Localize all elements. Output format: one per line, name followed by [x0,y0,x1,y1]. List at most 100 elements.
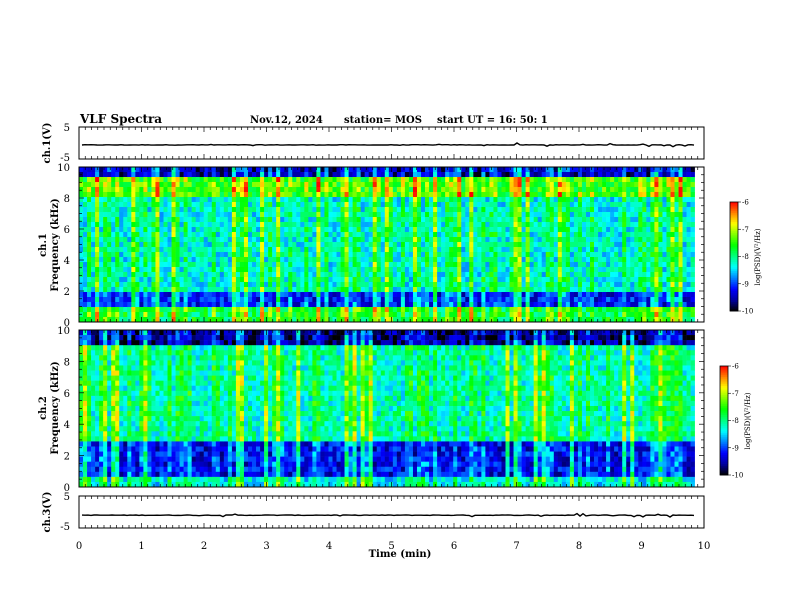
spectrogram-cell [529,207,534,213]
spectrogram-cell [561,202,567,208]
spectrogram-cell [171,252,176,258]
spectrogram-cell [626,242,631,248]
spectrogram-cell [565,282,571,288]
spectrogram-cell [119,302,124,308]
spectrogram-cell [569,182,575,188]
spectrogram-cell [517,202,522,208]
spectrogram-cell [441,207,446,213]
spectrogram-cell [171,247,176,253]
spectrogram-cell [690,192,695,198]
spectrogram-cell [614,207,619,213]
spectrogram-cell [517,217,522,223]
spectrogram-cell [95,282,100,288]
spectrogram-cell [264,177,269,183]
spectrogram-cell [590,287,595,293]
spectrogram-cell [344,262,349,268]
spectrogram-cell [412,217,418,223]
spectrogram-cell [408,167,414,173]
spectrogram-cell [465,307,470,313]
spectrogram-cell [316,312,321,318]
spectrogram-cell [585,307,591,313]
spectrogram-cell [227,287,233,293]
spectrogram-cell [682,252,687,258]
spectrogram-cell [179,257,184,263]
spectrogram-cell [565,302,571,308]
spectrogram-cell [485,217,490,223]
spectrogram-cell [666,252,671,258]
spectrogram-cell [429,302,434,308]
spectrogram-cell [690,177,695,183]
spectrogram-cell [115,307,120,313]
spectrogram-cell [545,197,551,203]
spectrogram-cell [115,252,120,258]
spectrogram-cell [131,247,136,253]
spectrogram-cell [264,267,269,273]
spectrogram-cell [199,312,205,318]
spectrogram-cell [541,262,547,268]
spectrogram-cell [352,272,357,278]
spectrogram-cell [147,222,152,228]
spectrogram-cell [376,292,382,298]
spectrogram-cell [320,292,325,298]
spectrogram-cell [139,227,144,233]
spectrogram-cell [203,232,209,238]
spectrogram-cell [219,167,225,173]
spectrogram-cell [328,217,333,223]
spectrogram-cell [537,257,543,263]
spectrogram-cell [368,222,374,228]
spectrogram-cell [396,187,402,193]
spectrogram-cell [606,182,611,188]
spectrogram-cell [332,177,337,183]
spectrogram-cell [195,262,201,268]
spectrogram-cell [618,217,623,223]
spectrogram-cell [622,262,627,268]
spectrogram-cell [300,202,305,208]
spectrogram-cell [115,237,120,243]
spectrogram-cell [666,232,671,238]
spectrogram-cell [662,317,667,323]
spectrogram-cell [618,197,623,203]
spectrogram-cell [557,252,563,258]
spectrogram-cell [292,177,297,183]
spectrogram-cell [280,192,285,198]
spectrogram-cell [91,267,96,273]
spectrogram-cell [453,262,458,268]
spectrogram-cell [408,192,414,198]
spectrogram-cell [83,287,88,293]
spectrogram-cell [553,232,559,238]
spectrogram-cell [622,212,627,218]
spectrogram-cell [433,212,438,218]
spectrogram-cell [682,237,687,243]
spectrogram-cell [356,212,361,218]
spectrogram-cell [223,207,229,213]
spectrogram-cell [481,192,486,198]
spectrogram-cell [549,182,555,188]
spectrogram-cell [618,272,623,278]
spectrogram-cell [227,197,233,203]
spectrogram-cell [501,222,506,228]
spectrogram-cell [179,232,184,238]
spectrogram-cell [682,282,687,288]
spectrogram-cell [606,292,611,298]
spectrogram-cell [147,232,152,238]
spectrogram-cell [489,262,494,268]
spectrogram-cell [408,297,414,303]
spectrogram-cell [429,242,434,248]
spectrogram-cell [268,257,273,263]
spectrogram-cell [203,297,209,303]
spectrogram-cell [348,297,353,303]
spectrogram-cell [344,302,349,308]
spectrogram-cell [211,252,217,258]
spectrogram-cell [320,302,325,308]
spectrogram-cell [678,222,683,228]
spectrogram-cell [477,202,482,208]
spectrogram-cell [666,187,671,193]
spectrogram-cell [469,232,474,238]
spectrogram-cell [348,272,353,278]
spectrogram-cell [509,222,514,228]
spectrogram-cell [577,307,583,313]
spectrogram-cell [594,282,599,288]
spectrogram-cell [115,272,120,278]
spectrogram-cell [300,257,305,263]
spectrogram-cell [545,292,551,298]
